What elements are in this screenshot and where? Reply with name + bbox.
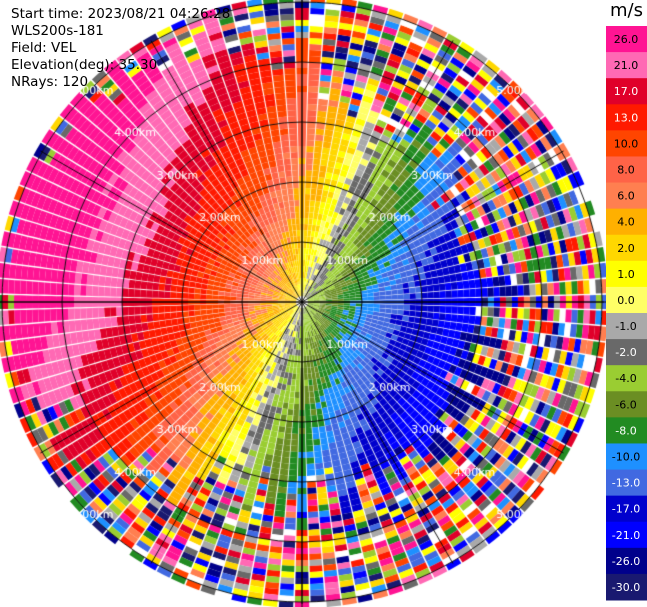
colorbar-tick-label: -30.0 [612,581,640,594]
colorbar-swatch [606,182,647,210]
instrument-label: WLS200s-181 [11,23,104,39]
colorbar-tick-label: -26.0 [612,555,640,568]
colorbar-tick-label: 0.0 [617,294,635,307]
elevation-label: Elevation(deg): 35.30 [11,57,158,73]
colorbar-tick-label: 2.0 [617,242,635,255]
colorbar-tick-label: 26.0 [614,33,639,46]
colorbar-tick-label: -21.0 [612,529,640,542]
scan-info-panel: Start time: 2023/08/21 04:26:28 WLS200s-… [11,6,230,91]
velocity-colorbar: 26.0 21.0 17.0 13.0 10.0 8.0 6.0 4.0 2.0 1.0 0.0 -1… [606,26,647,601]
colorbar-swatch [606,26,647,53]
colorbar-swatch [606,339,647,366]
colorbar-tick-label: 10.0 [614,137,639,150]
colorbar-swatch [606,208,647,236]
colorbar-swatch [606,547,647,575]
colorbar-swatch [606,417,647,444]
colorbar-unit-label: m/s [610,0,643,21]
colorbar-tick-label: 13.0 [614,111,639,124]
colorbar-tick-label: 21.0 [614,59,639,72]
colorbar-swatch [606,130,647,157]
colorbar-swatch [606,443,647,471]
colorbar-tick-label: -1.0 [615,320,636,333]
colorbar-tick-label: -4.0 [615,372,636,385]
colorbar-swatch [606,365,647,392]
field-label: Field: VEL [11,40,77,56]
colorbar-tick-label: -10.0 [612,451,640,464]
colorbar-swatch [606,521,647,549]
colorbar-swatch [606,469,647,497]
colorbar-tick-label: -17.0 [612,503,640,516]
colorbar-swatch [606,495,647,523]
colorbar-swatch [606,573,647,601]
colorbar-swatch [606,156,647,184]
colorbar-swatch [606,286,647,314]
colorbar-tick-label: 4.0 [617,216,635,229]
colorbar-tick-label: 1.0 [617,268,635,281]
colorbar-swatch [606,260,647,288]
colorbar-tick-label: -6.0 [615,398,636,411]
nrays-label: NRays: 120 [11,74,89,90]
colorbar-swatch [606,52,647,79]
colorbar-tick-label: 6.0 [617,190,635,203]
colorbar-tick-label: -8.0 [615,424,636,437]
colorbar-swatch [606,391,647,418]
colorbar-tick-label: 17.0 [614,85,639,98]
colorbar-swatch [606,78,647,105]
colorbar-tick-label: -13.0 [612,477,640,490]
colorbar-swatch [606,104,647,131]
ppi-radar-plot [0,0,606,607]
colorbar-tick-label: -2.0 [615,346,636,359]
colorbar-swatch [606,313,647,340]
colorbar-tick-label: 8.0 [617,164,635,177]
start-time-label: Start time: 2023/08/21 04:26:28 [11,6,231,22]
colorbar-swatch [606,234,647,262]
